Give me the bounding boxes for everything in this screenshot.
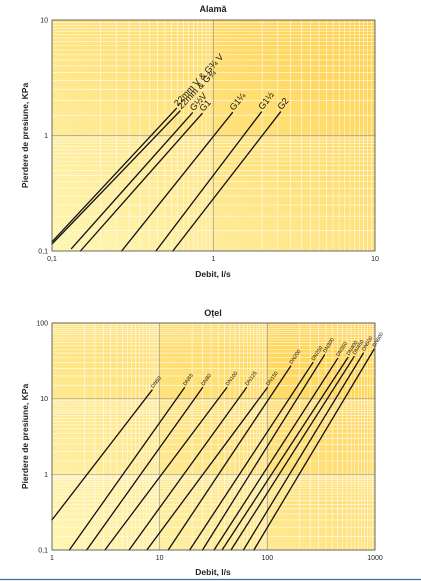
- series-line-alama: [51, 107, 178, 243]
- series-line-otel: [68, 386, 186, 551]
- series-lines-alama: [51, 107, 282, 252]
- series-line-otel: [221, 356, 349, 551]
- x-tick-label: 10: [371, 256, 379, 263]
- series-line-otel: [201, 354, 326, 551]
- series-line-otel: [213, 357, 339, 551]
- series-line-alama: [172, 111, 282, 252]
- x-tick-label: 100: [261, 555, 273, 562]
- series-line-otel: [167, 365, 292, 551]
- x-tick-label: 10: [156, 555, 164, 562]
- series-line-otel: [242, 352, 365, 551]
- y-tick-label: 1: [44, 472, 48, 479]
- frame-alama: [51, 19, 376, 252]
- series-line-otel: [230, 355, 355, 551]
- y-tick-label: 10: [40, 396, 48, 403]
- series-line-alama: [121, 111, 234, 252]
- y-tick-label: 100: [36, 321, 48, 328]
- x-tick-label: 1000: [367, 555, 383, 562]
- chart-title-alama: Alamă: [199, 4, 227, 14]
- series-line-otel: [146, 386, 268, 551]
- series-line-otel: [189, 361, 314, 551]
- y-tick-label: 10: [40, 18, 48, 25]
- x-tick-label: 1: [212, 256, 216, 263]
- chart-title-otel: Oțel: [204, 308, 222, 318]
- series-lines-otel: [51, 348, 375, 551]
- x-tick-label: 1: [50, 555, 54, 562]
- y-tick-label: 1: [44, 133, 48, 140]
- x-tick-label: 0,1: [47, 256, 57, 263]
- y-axis-label-otel: Pierdere de presiune, KPa: [20, 384, 30, 490]
- frame-otel: [51, 322, 376, 551]
- series-line-otel: [253, 348, 375, 551]
- series-line-otel: [128, 386, 248, 551]
- x-axis-label-alama: Debit, l/s: [195, 269, 231, 279]
- y-tick-label: 0,1: [38, 249, 48, 256]
- y-axis-label-alama: Pierdere de presiune, KPa: [20, 83, 30, 189]
- y-tick-label: 0,1: [38, 548, 48, 555]
- series-line-alama: [155, 111, 263, 252]
- series-line-otel: [104, 386, 228, 551]
- plot-area-otel: [52, 323, 375, 550]
- x-axis-label-otel: Debit, l/s: [195, 567, 231, 577]
- series-line-otel: [51, 389, 153, 521]
- series-line-alama: [51, 110, 181, 245]
- tick-labels-alama: 0,1 1 10 0,1 1 10: [38, 18, 379, 264]
- series-line-alama: [70, 112, 194, 250]
- series-line-alama: [79, 112, 203, 252]
- series-line-otel: [86, 386, 204, 551]
